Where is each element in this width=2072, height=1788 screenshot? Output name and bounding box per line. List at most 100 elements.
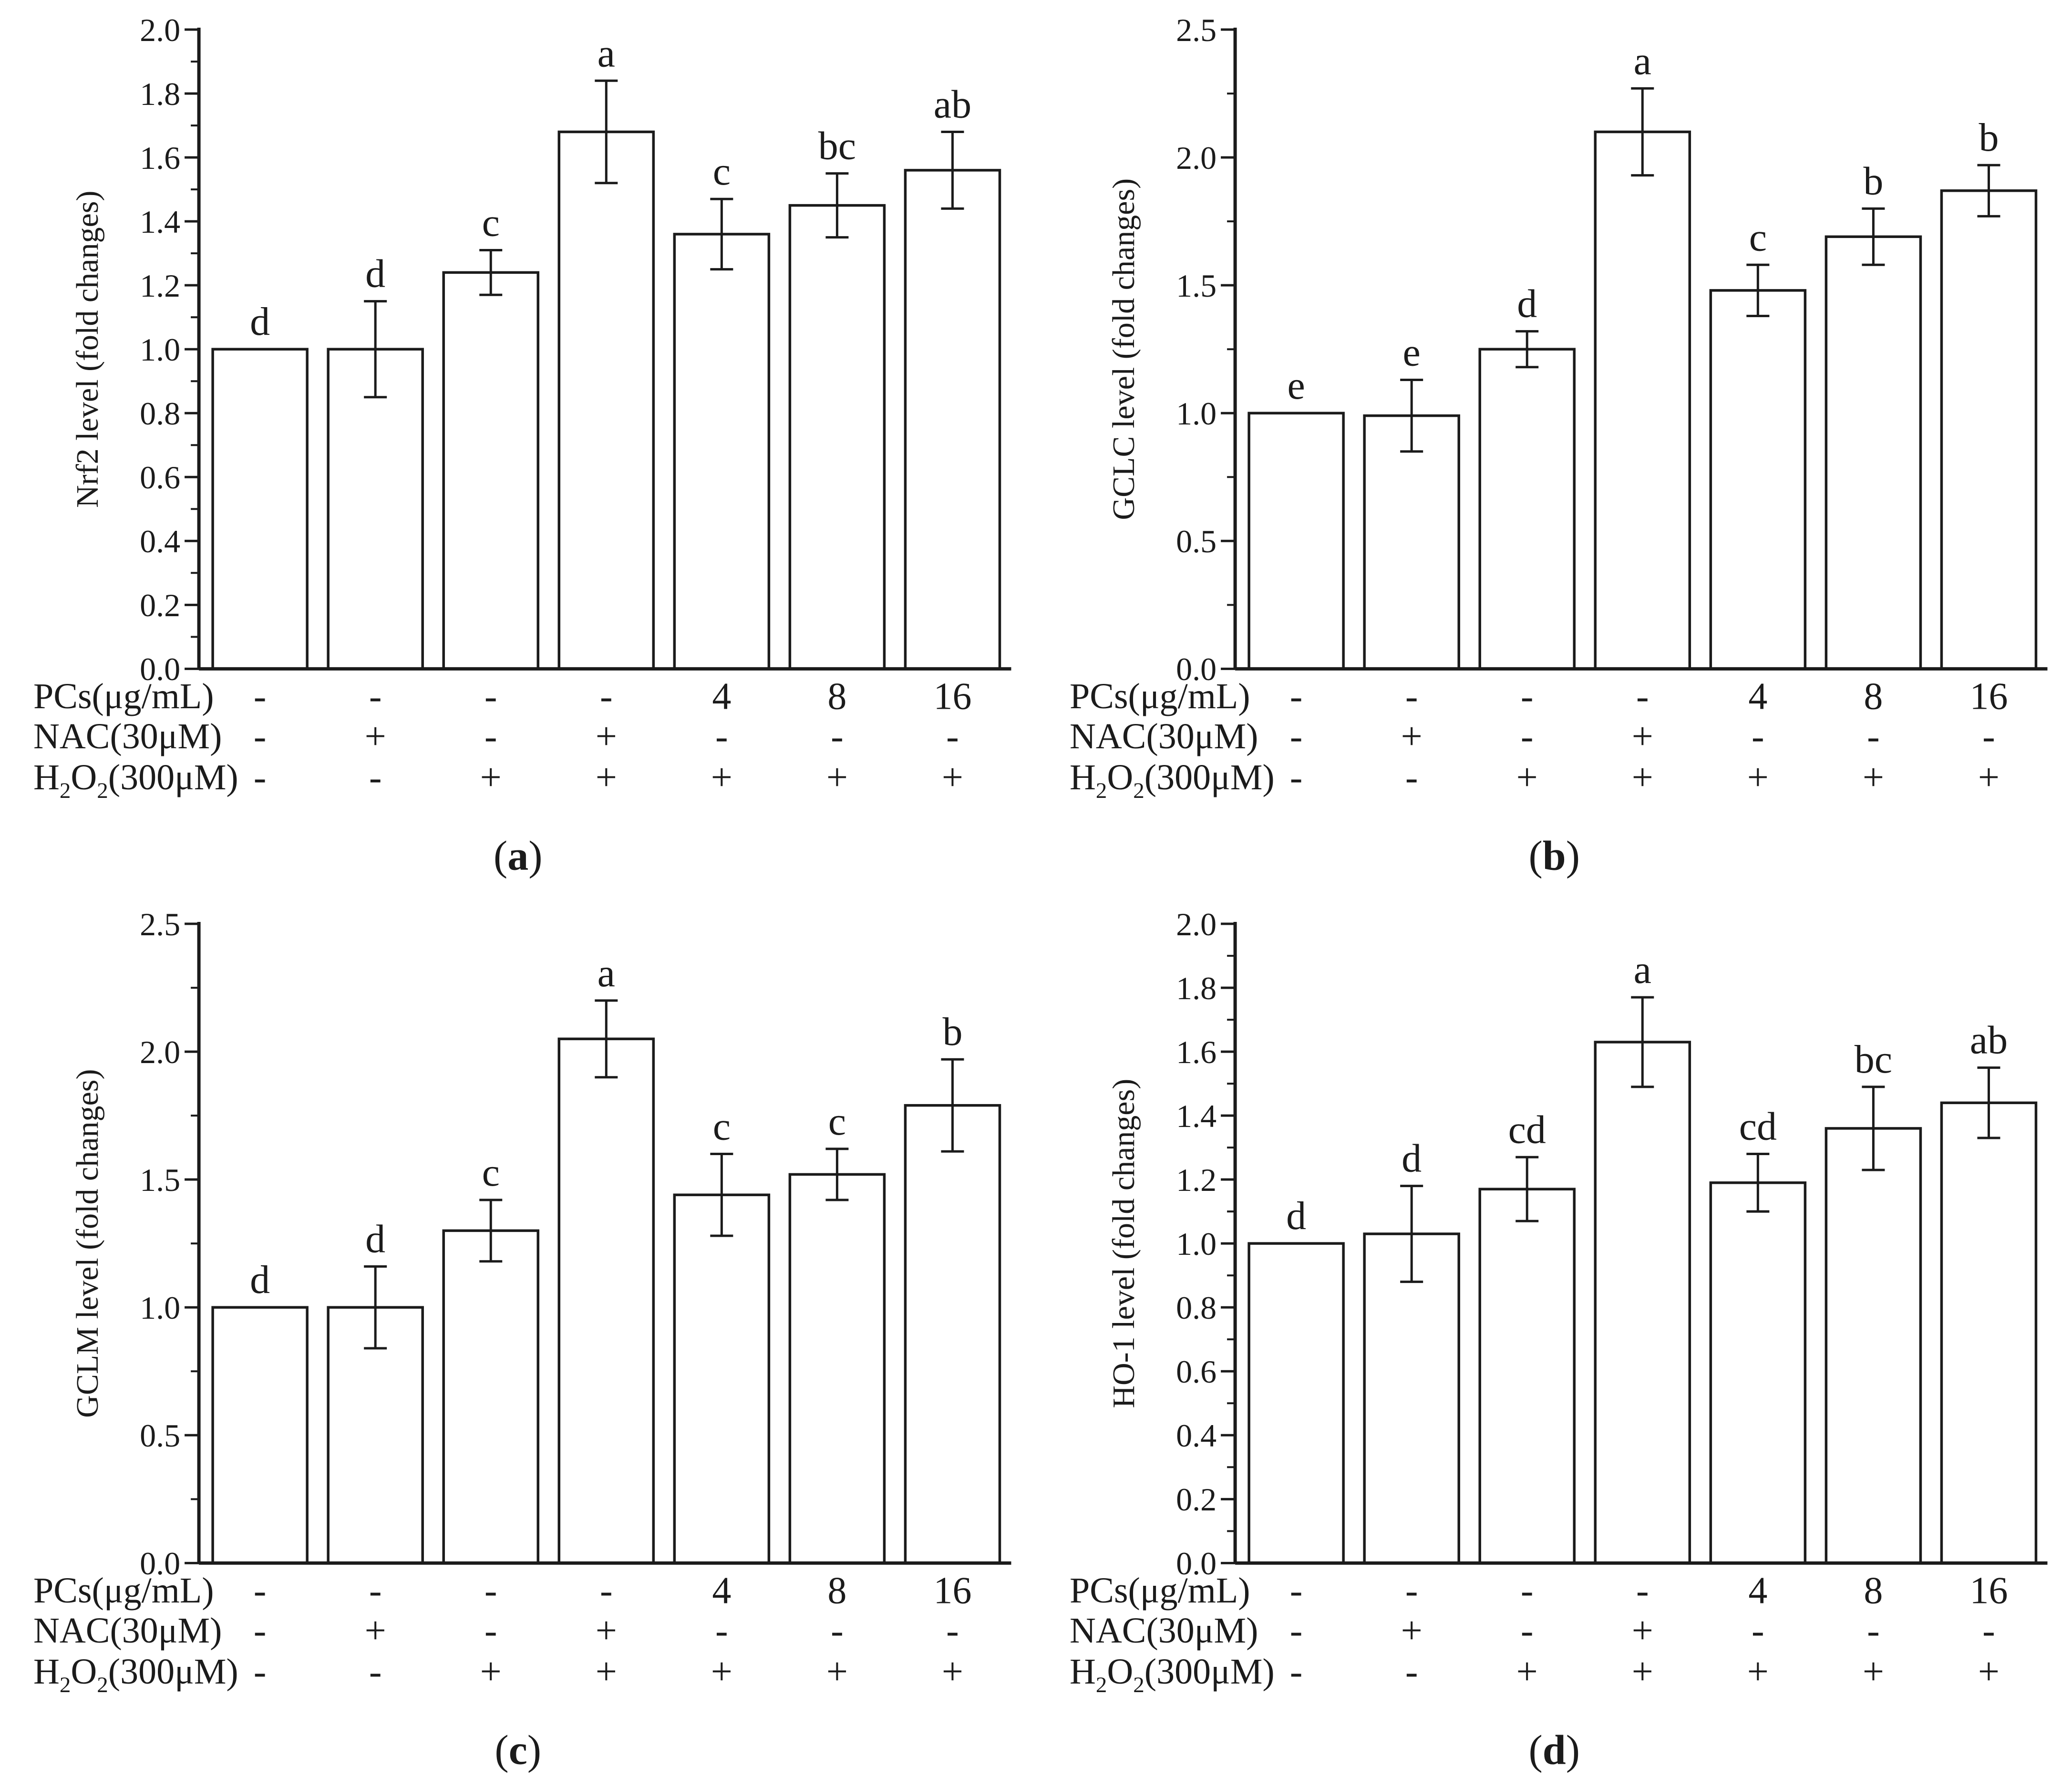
y-tick-label: 1.8: [1176, 970, 1216, 1006]
treatment-row-label: NAC(30μM): [33, 716, 222, 756]
significance-letter: c: [713, 149, 731, 194]
y-tick-label: 2.0: [1176, 906, 1216, 942]
bars: [1247, 130, 2037, 671]
y-tick-label: 0.2: [140, 587, 180, 623]
bar: [1478, 348, 1576, 671]
y-tick-label: 0.5: [140, 1417, 180, 1454]
bar: [1247, 412, 1345, 671]
bar-chart-b: 0.0 0.5 1.0 1.5 2.0 2.5 GCLC level (fold chang…: [1070, 12, 2047, 879]
significance-letters: d d c a c bc ab: [250, 31, 971, 344]
y-tick-label: 1.0: [1176, 1226, 1216, 1262]
y-tick-label: 1.2: [140, 268, 180, 304]
panel-caption: (b): [1528, 833, 1580, 879]
treatment-symbol: 16: [1969, 675, 2008, 717]
treatment-symbol: -: [484, 1570, 497, 1612]
y-tick-label: 1.6: [140, 140, 180, 176]
error-bars: [364, 79, 964, 399]
y-tick-label: 1.5: [1176, 268, 1216, 304]
treatment-row-label: PCs(μg/mL): [33, 1570, 214, 1610]
significance-letter: d: [365, 1217, 385, 1261]
treatment-symbol: -: [1752, 1610, 1764, 1652]
treatment-symbol: -: [1520, 1610, 1533, 1652]
treatment-symbol: 8: [827, 675, 846, 717]
treatment-symbol: +: [711, 1651, 732, 1693]
treatment-symbol: +: [1516, 1651, 1537, 1693]
bar: [1594, 130, 1691, 671]
treatment-symbol: +: [1978, 756, 1999, 798]
treatment-symbol: 8: [827, 1570, 846, 1612]
significance-letter: c: [828, 1099, 846, 1143]
treatment-symbol: 4: [1748, 1570, 1767, 1612]
treatment-symbol: -: [1289, 1651, 1302, 1693]
treatment-symbol: +: [1516, 756, 1537, 798]
bar: [1940, 189, 2037, 671]
treatment-symbol: +: [480, 756, 502, 798]
treatment-symbol: +: [1747, 1651, 1768, 1693]
bars: [211, 1037, 1001, 1564]
bars: [211, 130, 1001, 671]
treatment-symbol: -: [369, 1651, 382, 1693]
bar: [1362, 414, 1460, 671]
significance-letter: ab: [1969, 1018, 2007, 1062]
treatment-symbol: -: [1289, 675, 1302, 717]
y-axis-label: Nrf2 level (fold changes): [70, 191, 105, 508]
panel-d: 0.0 0.2 0.4 0.6 0.8 1.0 1.2 1.4 1.6 1.8 2.0 HO-1 le…: [1036, 894, 2072, 1788]
y-tick-label: 1.0: [140, 1290, 180, 1326]
treatment-symbol: -: [369, 675, 382, 717]
y-tick-label: 0.4: [140, 523, 180, 559]
significance-letter: c: [1749, 215, 1766, 259]
bar: [673, 1193, 771, 1564]
significance-letter: d: [250, 1258, 270, 1302]
bar: [673, 233, 771, 671]
significance-letter: a: [598, 31, 615, 75]
y-tick-label: 0.8: [140, 395, 180, 432]
y-axis-label: GCLC level (fold changes): [1106, 178, 1141, 520]
y-tick-label: 1.0: [1176, 395, 1216, 432]
y-tick-label: 0.4: [1176, 1417, 1216, 1454]
treatment-symbol: -: [715, 715, 728, 757]
treatment-symbol: +: [365, 1610, 386, 1652]
treatment-symbol: -: [254, 1610, 267, 1652]
significance-letter: a: [598, 951, 615, 995]
significance-letter: d: [1402, 1136, 1422, 1180]
treatment-symbol: -: [1520, 675, 1533, 717]
significance-letter: a: [1633, 948, 1651, 992]
y-tick-label: 0.0: [1176, 651, 1216, 687]
bar: [1362, 1232, 1460, 1564]
treatment-symbol: +: [1862, 756, 1884, 798]
treatment-symbol: +: [1401, 1610, 1422, 1652]
y-tick-label: 0.6: [140, 459, 180, 496]
y-tick-label: 0.0: [1176, 1545, 1216, 1581]
treatment-symbol: 4: [712, 675, 731, 717]
panel-b: 0.0 0.5 1.0 1.5 2.0 2.5 GCLC level (fold chang…: [1036, 0, 2072, 894]
treatment-symbol: -: [1867, 1610, 1880, 1652]
treatment-symbol: 16: [933, 675, 971, 717]
treatment-row-label: H2O2(300μM): [1070, 1652, 1275, 1697]
treatment-symbol: +: [1631, 1651, 1653, 1693]
y-tick-label: 1.8: [140, 76, 180, 112]
y-tick-label: 2.0: [140, 1034, 180, 1070]
treatment-symbol: +: [1631, 756, 1653, 798]
treatment-symbol: +: [711, 756, 732, 798]
significance-letter: a: [1633, 39, 1651, 83]
treatment-symbol: -: [254, 1570, 267, 1612]
significance-letter: cd: [1739, 1104, 1776, 1148]
treatment-symbol: -: [1520, 715, 1533, 757]
significance-letter: c: [713, 1104, 731, 1148]
y-tick-label: 2.0: [140, 12, 180, 48]
error-bars: [364, 999, 964, 1350]
treatment-symbol: -: [1289, 756, 1302, 798]
significance-letter: c: [482, 1150, 500, 1195]
treatment-symbol: -: [1289, 1570, 1302, 1612]
treatment-symbol: 16: [1969, 1570, 2008, 1612]
treatment-symbol: -: [1982, 1610, 1995, 1652]
y-tick-label: 0.2: [1176, 1481, 1216, 1518]
y-tick-label: 0.5: [1176, 523, 1216, 559]
treatment-row-label: PCs(μg/mL): [1070, 676, 1250, 716]
bar: [1825, 235, 1922, 671]
treatment-symbol: 4: [1748, 675, 1767, 717]
y-axis: 0.0 0.5 1.0 1.5 2.0 2.5: [1176, 12, 1237, 687]
y-tick-label: 0.0: [140, 651, 180, 687]
